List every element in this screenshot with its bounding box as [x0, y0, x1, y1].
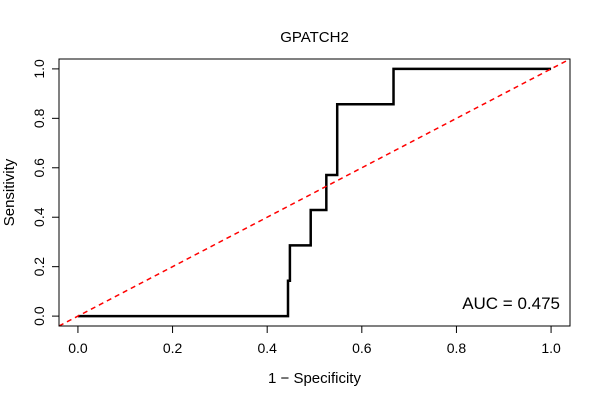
- plot-frame: [58, 58, 571, 327]
- x-tick-label: 1.0: [541, 340, 561, 356]
- auc-annotation: AUC = 0.475: [462, 294, 560, 313]
- y-tick-label: 0.2: [31, 257, 47, 277]
- y-tick-label: 0.0: [31, 306, 47, 326]
- reference-diagonal-line: [58, 58, 571, 327]
- y-tick-label: 0.6: [31, 158, 47, 178]
- y-axis-label: Sensitivity: [1, 158, 18, 226]
- y-tick-label: 0.4: [31, 207, 47, 227]
- x-axis-label: 1 − Specificity: [268, 370, 361, 387]
- x-tick-label: 0.4: [257, 340, 277, 356]
- x-tick-label: 0.8: [447, 340, 467, 356]
- roc-curve-line: [77, 67, 552, 318]
- y-tick-label: 0.8: [31, 108, 47, 128]
- x-tick-label: 0.6: [352, 340, 372, 356]
- x-tick-label: 0.0: [68, 340, 88, 356]
- y-tick-label: 1.0: [31, 59, 47, 79]
- x-tick-label: 0.2: [163, 340, 183, 356]
- chart-title: GPATCH2: [280, 29, 349, 46]
